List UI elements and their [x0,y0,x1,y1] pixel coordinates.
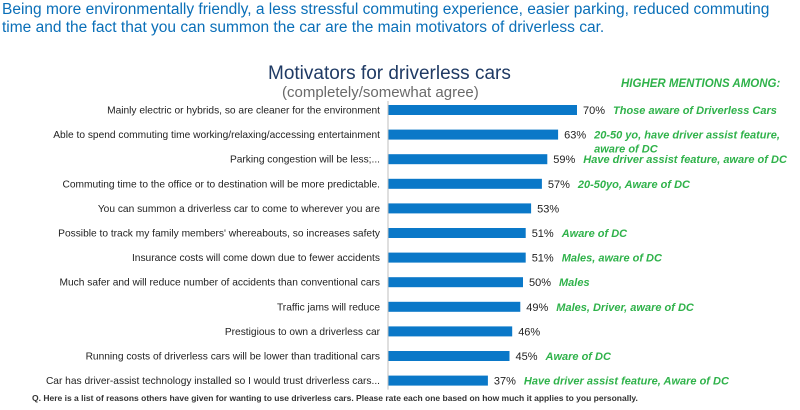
higher-mention-label: Males, Driver, aware of DC [556,302,695,314]
higher-mention-label: Males, aware of DC [562,253,663,265]
value-label: 49% [526,302,548,314]
value-label: 63% [564,130,586,142]
bar [388,277,523,288]
category-label: Car has driver-assist technology install… [46,376,380,387]
higher-mentions-header: HIGHER MENTIONS AMONG: [621,78,781,90]
category-label: Parking congestion will be less;... [230,155,380,166]
bar [388,203,532,214]
category-label: Much safer and will reduce number of acc… [59,278,380,289]
bar [388,105,577,115]
chart-subtitle: (completely/somewhat agree) [282,84,479,101]
higher-mention-label: 20-50 yo, have driver assist feature, [593,130,780,142]
bar [388,178,542,189]
category-label: Possible to track my family members' whe… [58,229,381,240]
category-label: Insurance costs will come down due to fe… [132,253,380,264]
higher-mention-label: Have driver assist feature, aware of DC [583,154,788,166]
category-label: Running costs of driverless cars will be… [86,352,380,363]
value-label: 57% [548,179,570,191]
value-label: 37% [494,376,516,388]
higher-mention-label: aware of DC [594,144,659,156]
category-label: Traffic jams will reduce [277,302,380,313]
value-label: 70% [583,105,605,117]
bar [388,375,488,386]
category-label: You can summon a driverless car to come … [98,204,381,215]
value-label: 51% [532,228,554,240]
bar [388,228,526,238]
category-label: Commuting time to the office or to desti… [63,179,380,190]
value-label: 46% [518,326,540,338]
chart-title: Motivators for driverless cars [268,63,511,84]
value-label: 59% [553,154,575,166]
higher-mention-label: Aware of DC [545,351,612,363]
category-label: Mainly electric or hybrids, so are clean… [107,106,380,117]
category-label: Able to spend commuting time working/rel… [53,130,380,141]
bar [388,129,559,140]
higher-mention-label: 20-50yo, Aware of DC [577,179,691,191]
bar [388,351,510,361]
bar [388,154,548,165]
higher-mention-label: Those aware of Driverless Cars [613,105,777,117]
value-label: 51% [532,253,554,265]
value-label: 50% [529,277,551,289]
value-label: 53% [537,203,559,215]
higher-mention-label: Males [559,277,590,289]
value-label: 45% [516,351,538,363]
bar [388,252,526,263]
bar [388,301,521,312]
footnote: Q. Here is a list of reasons others have… [32,393,638,403]
headline: Being more environmentally friendly, a l… [2,1,770,36]
bar [388,326,513,337]
higher-mention-label: Have driver assist feature, Aware of DC [524,376,730,388]
category-label: Prestigious to own a driverless car [225,327,381,338]
higher-mention-label: Aware of DC [561,228,628,240]
